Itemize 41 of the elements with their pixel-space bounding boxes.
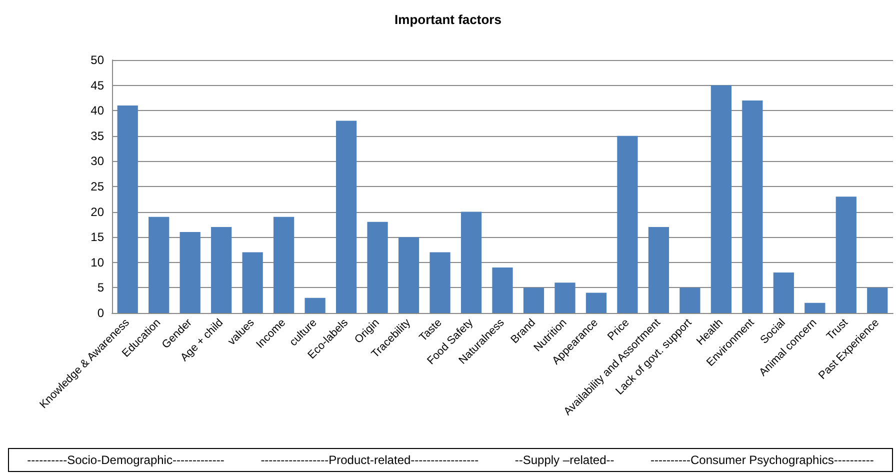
bar bbox=[836, 196, 856, 313]
y-tick-label: 5 bbox=[97, 280, 104, 295]
bar bbox=[867, 288, 888, 313]
text: --Supply –related-- bbox=[514, 453, 614, 467]
bar bbox=[117, 106, 138, 313]
y-tick-label: 45 bbox=[90, 78, 104, 92]
bar bbox=[804, 302, 826, 313]
y-tick-label: 0 bbox=[97, 306, 104, 320]
bar bbox=[617, 136, 638, 313]
y-tick-label: 35 bbox=[90, 128, 104, 143]
bar bbox=[398, 237, 420, 313]
bar bbox=[523, 288, 544, 313]
bar bbox=[336, 120, 357, 313]
y-tick-label: 50 bbox=[90, 53, 104, 67]
bar bbox=[586, 292, 607, 313]
text: ----------Consumer Psychographics---------- bbox=[650, 453, 874, 467]
bar bbox=[304, 298, 326, 313]
y-tick-label: 15 bbox=[90, 230, 104, 244]
bar bbox=[148, 216, 170, 313]
bar bbox=[742, 100, 763, 313]
bar bbox=[554, 282, 576, 313]
y-tick-label: 10 bbox=[90, 255, 104, 270]
bar bbox=[430, 252, 450, 313]
bar bbox=[460, 212, 482, 313]
y-tick-label: 30 bbox=[90, 154, 104, 168]
chart-title: Important factors bbox=[394, 12, 502, 27]
y-tick-label: 20 bbox=[90, 204, 104, 219]
bar bbox=[367, 222, 388, 313]
bar bbox=[242, 252, 263, 313]
y-tick-label: 25 bbox=[90, 180, 104, 194]
bar bbox=[492, 267, 513, 313]
bar bbox=[773, 272, 794, 313]
bar bbox=[180, 232, 200, 313]
bar bbox=[680, 288, 700, 313]
text: -----------------Product-related----------------- bbox=[260, 453, 479, 467]
text: ----------Socio-Demographic------------- bbox=[27, 453, 224, 467]
bar bbox=[211, 226, 232, 313]
bar bbox=[710, 85, 732, 313]
bar bbox=[648, 226, 670, 313]
bar bbox=[274, 216, 294, 313]
y-tick-label: 40 bbox=[90, 104, 104, 118]
